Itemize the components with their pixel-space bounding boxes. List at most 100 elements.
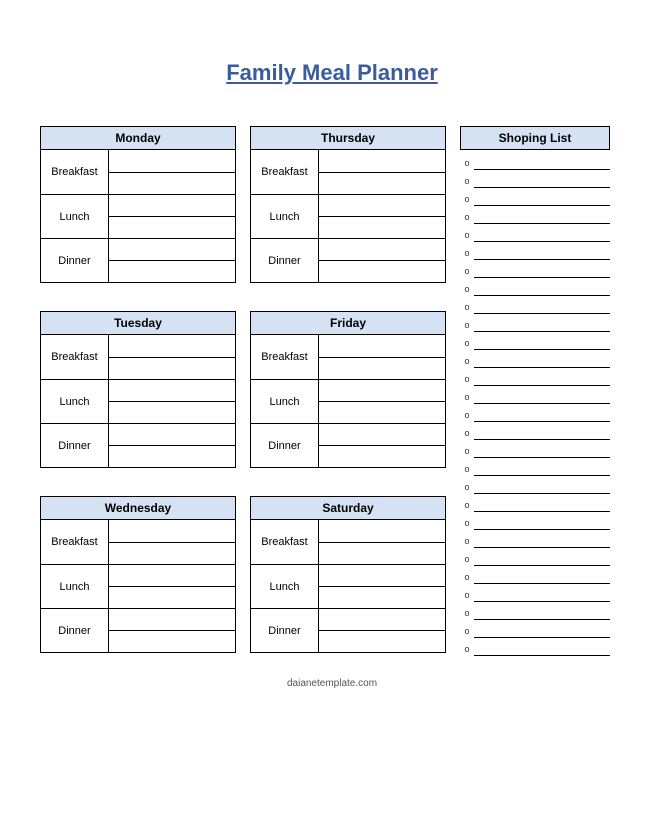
day-table-saturday: SaturdayBreakfastLunchDinner	[250, 496, 446, 653]
meal-slot[interactable]	[109, 173, 235, 195]
bullet-icon: o	[460, 176, 474, 186]
bullet-icon: o	[460, 320, 474, 330]
meal-label: Lunch	[41, 380, 109, 423]
shopping-line[interactable]	[474, 552, 610, 566]
shopping-line[interactable]	[474, 516, 610, 530]
meal-slot[interactable]	[319, 402, 445, 423]
meal-slot[interactable]	[109, 195, 235, 217]
shopping-line[interactable]	[474, 372, 610, 386]
shopping-line[interactable]	[474, 498, 610, 512]
bullet-icon: o	[460, 212, 474, 222]
shopping-line[interactable]	[474, 174, 610, 188]
meal-slot[interactable]	[109, 335, 235, 358]
meal-slot[interactable]	[109, 587, 235, 608]
shopping-line[interactable]	[474, 282, 610, 296]
shopping-line[interactable]	[474, 426, 610, 440]
meal-slot[interactable]	[319, 173, 445, 195]
shopping-line[interactable]	[474, 588, 610, 602]
shopping-line[interactable]	[474, 354, 610, 368]
meal-slot[interactable]	[319, 424, 445, 446]
shopping-line[interactable]	[474, 534, 610, 548]
shopping-line[interactable]	[474, 192, 610, 206]
shopping-line[interactable]	[474, 300, 610, 314]
shopping-item: o	[460, 172, 610, 190]
shopping-line[interactable]	[474, 480, 610, 494]
meal-label: Lunch	[251, 565, 319, 608]
meal-slot[interactable]	[109, 358, 235, 380]
shopping-line[interactable]	[474, 336, 610, 350]
shopping-item: o	[460, 478, 610, 496]
shopping-line[interactable]	[474, 462, 610, 476]
meal-slots	[319, 520, 445, 564]
meal-slot[interactable]	[319, 239, 445, 261]
meal-slot[interactable]	[109, 565, 235, 587]
meal-row-breakfast: Breakfast	[41, 150, 235, 194]
shopping-line[interactable]	[474, 246, 610, 260]
bullet-icon: o	[460, 374, 474, 384]
bullet-icon: o	[460, 626, 474, 636]
meal-slot[interactable]	[109, 239, 235, 261]
meal-slot[interactable]	[109, 543, 235, 565]
meal-slots	[109, 239, 235, 282]
shopping-line[interactable]	[474, 570, 610, 584]
meal-slot[interactable]	[319, 565, 445, 587]
meal-slot[interactable]	[319, 150, 445, 173]
shopping-line[interactable]	[474, 390, 610, 404]
meal-slot[interactable]	[109, 402, 235, 423]
meal-slot[interactable]	[319, 609, 445, 631]
meal-slot[interactable]	[109, 380, 235, 402]
days-column-right: ThursdayBreakfastLunchDinnerFridayBreakf…	[250, 126, 446, 658]
page-title: Family Meal Planner	[40, 60, 624, 86]
meal-slot[interactable]	[319, 631, 445, 652]
meal-slots	[319, 195, 445, 238]
meal-slot[interactable]	[319, 587, 445, 608]
meal-slots	[319, 150, 445, 194]
meal-label: Lunch	[251, 195, 319, 238]
shopping-header: Shoping List	[460, 126, 610, 150]
meal-slot[interactable]	[109, 424, 235, 446]
bullet-icon: o	[460, 590, 474, 600]
meal-slot[interactable]	[109, 261, 235, 282]
meal-row-dinner: Dinner	[251, 608, 445, 652]
shopping-item: o	[460, 334, 610, 352]
meal-row-breakfast: Breakfast	[251, 150, 445, 194]
bullet-icon: o	[460, 644, 474, 654]
meal-slot[interactable]	[319, 543, 445, 565]
meal-slot[interactable]	[109, 631, 235, 652]
meal-slot[interactable]	[109, 446, 235, 467]
meal-slot[interactable]	[319, 261, 445, 282]
meal-slot[interactable]	[319, 195, 445, 217]
meal-slot[interactable]	[319, 358, 445, 380]
meal-slots	[319, 609, 445, 652]
shopping-line[interactable]	[474, 264, 610, 278]
shopping-item: o	[460, 280, 610, 298]
shopping-line[interactable]	[474, 642, 610, 656]
meal-slot[interactable]	[319, 335, 445, 358]
shopping-line[interactable]	[474, 156, 610, 170]
meal-slot[interactable]	[319, 217, 445, 238]
shopping-item: o	[460, 370, 610, 388]
meal-label: Dinner	[41, 239, 109, 282]
meal-slot[interactable]	[319, 446, 445, 467]
bullet-icon: o	[460, 158, 474, 168]
shopping-item: o	[460, 568, 610, 586]
shopping-line[interactable]	[474, 606, 610, 620]
meal-slot[interactable]	[109, 150, 235, 173]
meal-slots	[319, 335, 445, 379]
meal-slot[interactable]	[319, 520, 445, 543]
meal-slot[interactable]	[109, 217, 235, 238]
meal-slot[interactable]	[109, 520, 235, 543]
shopping-line[interactable]	[474, 624, 610, 638]
day-header: Tuesday	[41, 312, 235, 335]
shopping-line[interactable]	[474, 318, 610, 332]
shopping-line[interactable]	[474, 228, 610, 242]
bullet-icon: o	[460, 302, 474, 312]
meal-label: Breakfast	[41, 150, 109, 194]
shopping-line[interactable]	[474, 408, 610, 422]
shopping-line[interactable]	[474, 210, 610, 224]
shopping-line[interactable]	[474, 444, 610, 458]
meal-row-lunch: Lunch	[251, 379, 445, 423]
meal-slot[interactable]	[109, 609, 235, 631]
bullet-icon: o	[460, 194, 474, 204]
meal-slot[interactable]	[319, 380, 445, 402]
